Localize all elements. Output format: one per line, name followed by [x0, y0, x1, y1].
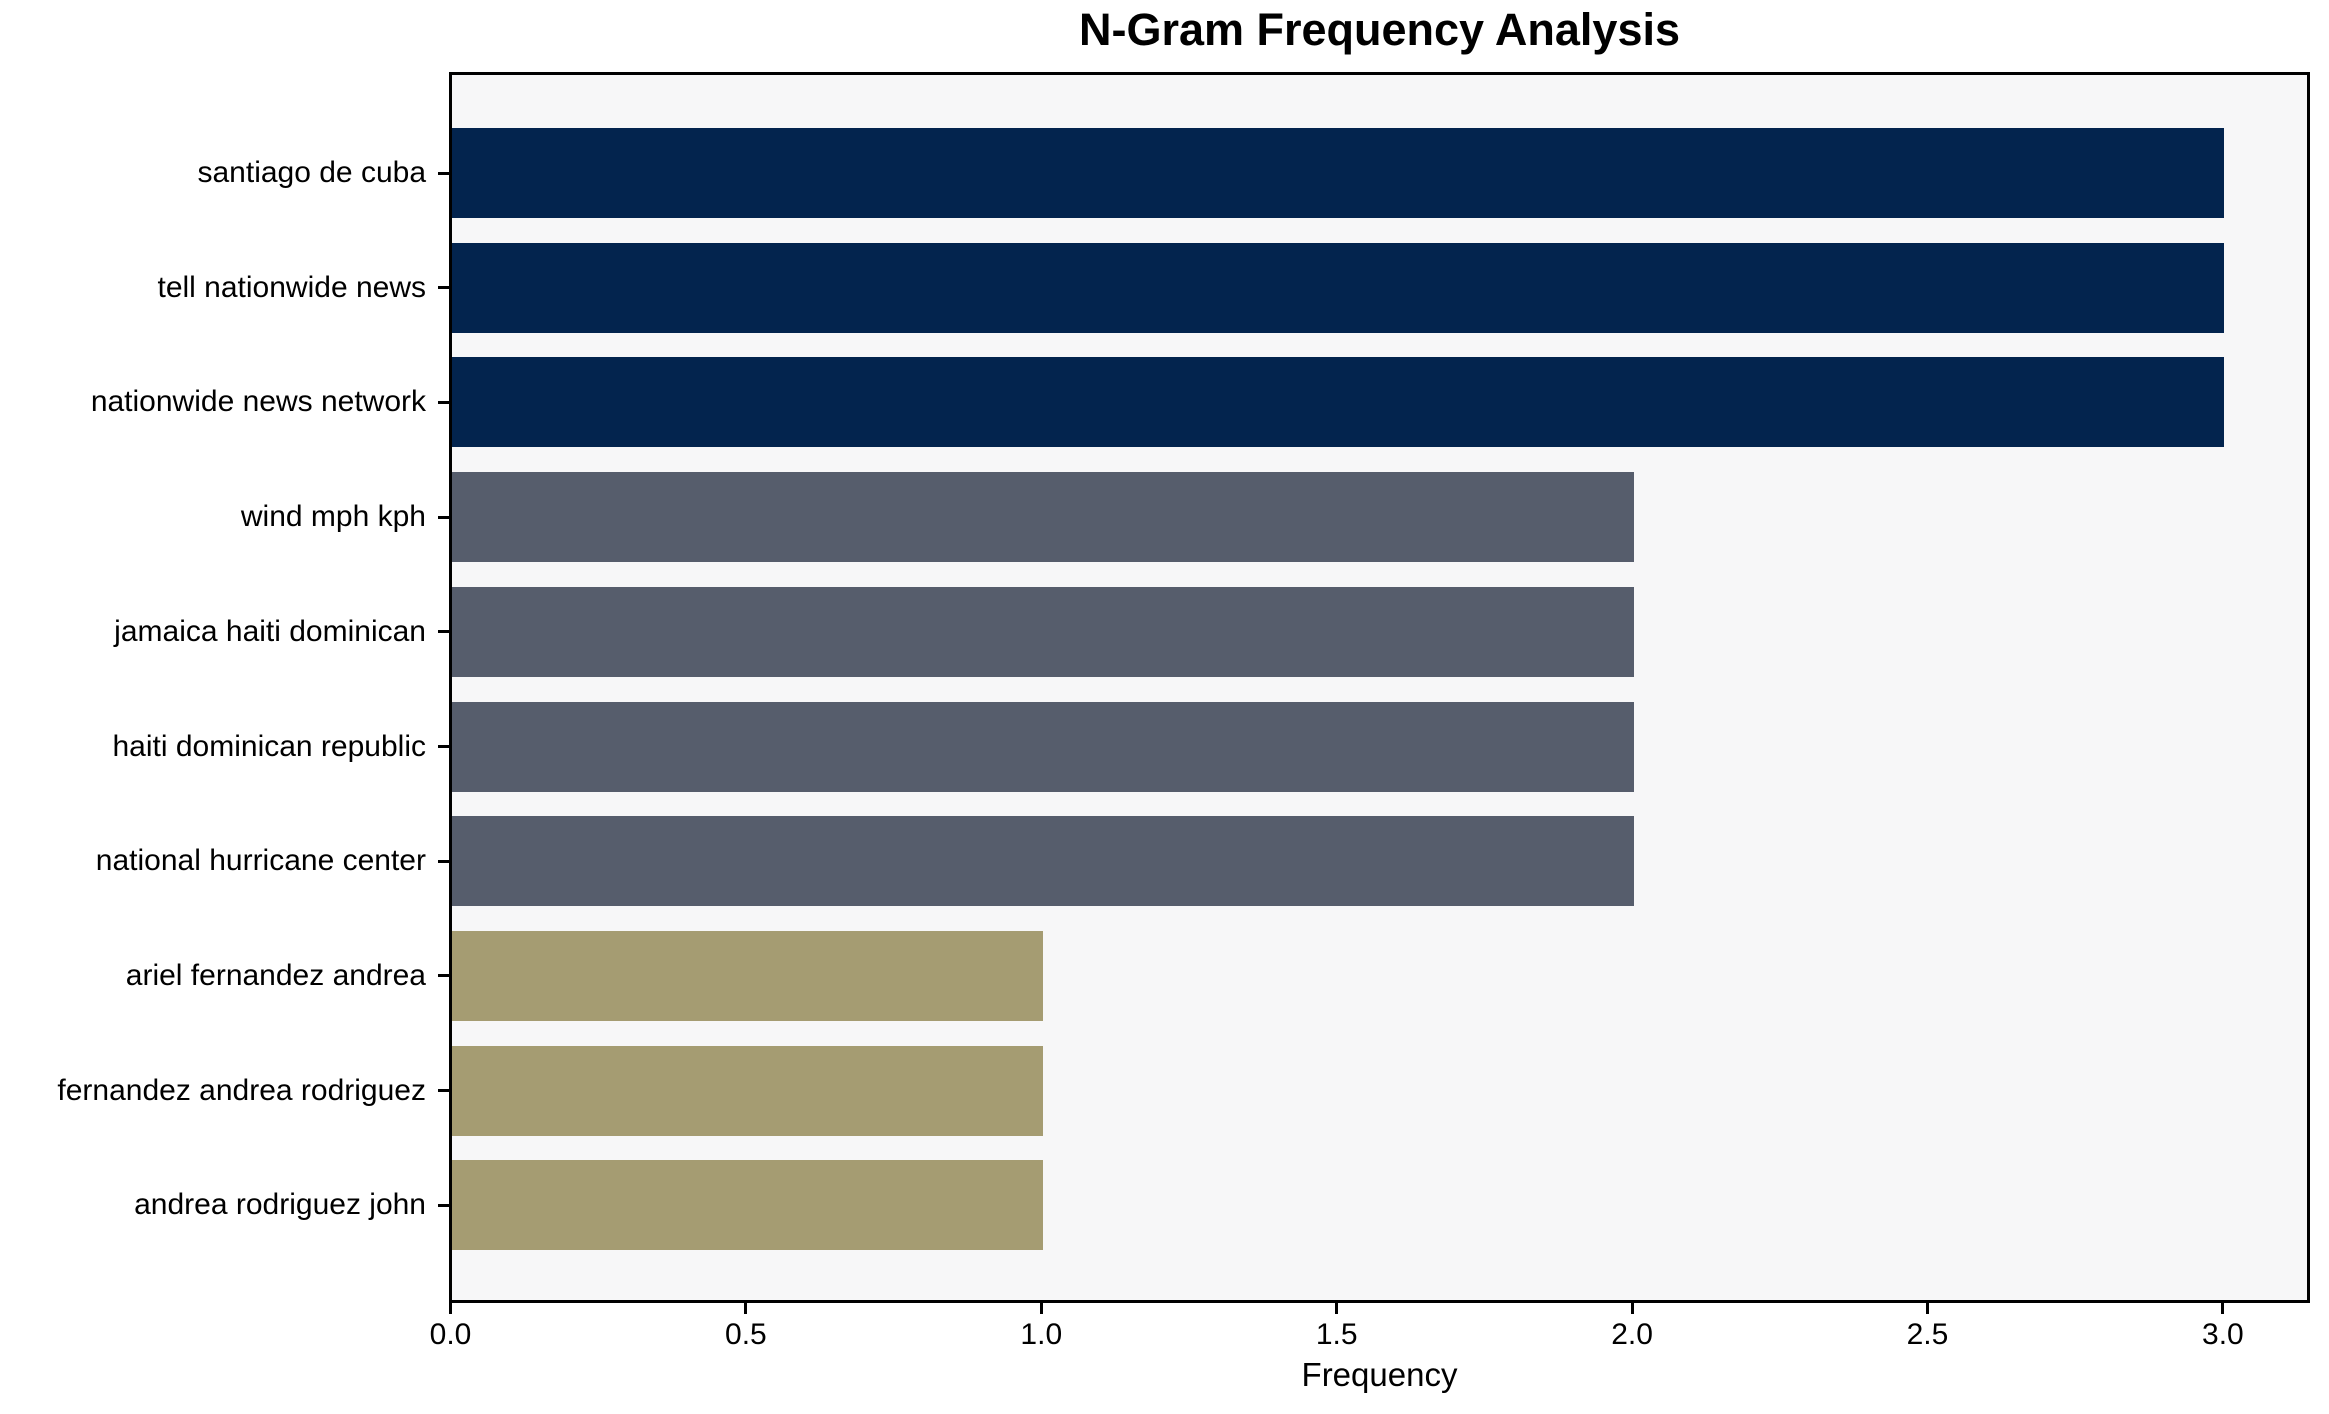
x-tick-mark — [1925, 1303, 1929, 1314]
x-tick-label: 1.0 — [1020, 1318, 1063, 1351]
x-tick-mark — [1039, 1303, 1043, 1314]
x-tick-label: 1.5 — [1315, 1318, 1358, 1351]
x-tick-label: 3.0 — [2202, 1318, 2244, 1351]
bar — [452, 930, 1043, 1021]
bar — [452, 357, 2224, 448]
bar — [452, 128, 2224, 218]
y-tick-label: fernandez andrea rodriguez — [57, 1073, 426, 1107]
y-tick-label: tell nationwide news — [157, 270, 427, 304]
y-tick-mark — [438, 974, 449, 978]
x-tick-mark — [744, 1303, 748, 1314]
x-tick-mark — [1630, 1303, 1634, 1314]
y-tick-label: haiti dominican republic — [112, 729, 426, 763]
x-tick-mark — [1335, 1303, 1339, 1314]
x-tick-label: 2.5 — [1906, 1318, 1949, 1351]
bar — [452, 701, 1634, 792]
y-tick-mark — [438, 286, 449, 290]
x-tick-label: 0.5 — [725, 1318, 767, 1351]
bar — [452, 816, 1634, 907]
chart-title: N-Gram Frequency Analysis — [1078, 4, 1681, 55]
y-tick-mark — [438, 1203, 449, 1207]
x-axis-title: Frequency — [1301, 1356, 1458, 1393]
bar — [452, 586, 1634, 677]
y-tick-mark — [438, 171, 449, 175]
bar — [452, 472, 1634, 563]
y-tick-label: national hurricane center — [95, 844, 426, 878]
bar — [452, 1045, 1043, 1136]
y-tick-mark — [438, 745, 449, 748]
y-tick-mark — [438, 515, 449, 519]
y-tick-label: nationwide news network — [90, 385, 426, 419]
x-tick-label: 0.0 — [429, 1318, 472, 1351]
y-tick-mark — [438, 400, 449, 404]
y-tick-label: andrea rodriguez john — [134, 1188, 426, 1222]
bar — [452, 242, 2224, 333]
y-tick-mark — [438, 859, 449, 863]
y-tick-label: jamaica haiti dominican — [114, 614, 426, 648]
x-tick-mark — [449, 1303, 452, 1314]
y-tick-mark — [438, 630, 449, 634]
x-tick-label: 2.0 — [1611, 1318, 1653, 1351]
bar — [452, 1160, 1043, 1251]
y-tick-label: ariel fernandez andrea — [125, 958, 426, 992]
y-tick-label: santiago de cuba — [197, 156, 426, 189]
y-tick-label: wind mph kph — [240, 500, 426, 534]
y-tick-mark — [438, 1089, 449, 1093]
x-tick-mark — [2221, 1303, 2225, 1314]
